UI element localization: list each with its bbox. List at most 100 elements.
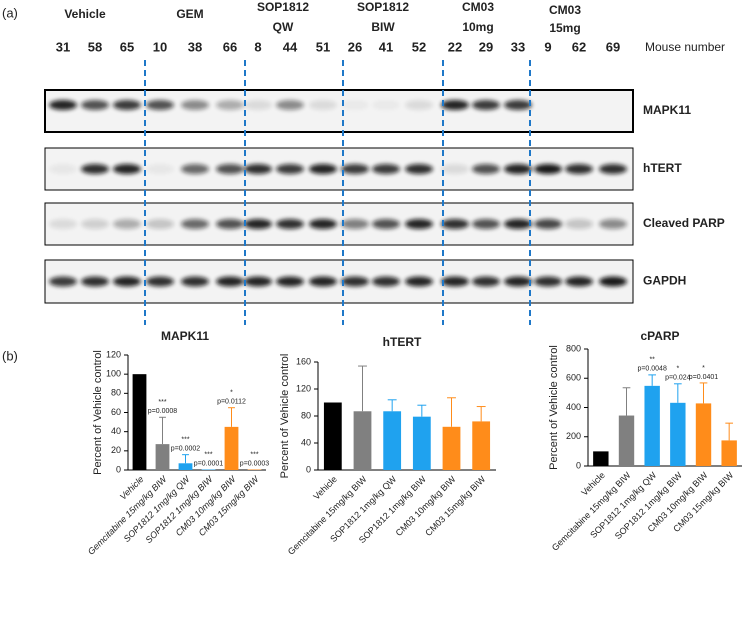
mouse-number: 51 bbox=[316, 39, 330, 54]
band bbox=[599, 276, 627, 287]
bar bbox=[224, 426, 239, 470]
chart-title: cPARP bbox=[640, 329, 679, 343]
band bbox=[276, 100, 304, 110]
band bbox=[341, 164, 369, 174]
band bbox=[244, 219, 272, 229]
band bbox=[441, 276, 469, 287]
bar bbox=[670, 402, 686, 466]
band bbox=[181, 164, 209, 174]
band bbox=[244, 276, 272, 287]
significance: *** bbox=[181, 437, 189, 444]
mouse-number: 33 bbox=[511, 39, 525, 54]
significance: * bbox=[702, 365, 705, 372]
row-label: Cleaved PARP bbox=[643, 216, 725, 230]
band bbox=[113, 219, 141, 229]
y-tick-label: 120 bbox=[296, 383, 311, 393]
error-bar bbox=[476, 406, 486, 422]
y-tick-label: 20 bbox=[111, 445, 121, 455]
y-tick-label: 0 bbox=[116, 464, 121, 474]
y-tick-label: 40 bbox=[301, 437, 311, 447]
band bbox=[181, 219, 209, 229]
significance: ** bbox=[649, 357, 655, 364]
band bbox=[309, 164, 337, 174]
band bbox=[599, 219, 627, 229]
bar bbox=[721, 440, 737, 466]
band bbox=[81, 219, 109, 229]
band bbox=[244, 164, 272, 174]
y-tick-label: 80 bbox=[301, 410, 311, 420]
p-value: p=0.0401 bbox=[689, 374, 718, 381]
band bbox=[472, 219, 500, 229]
band bbox=[441, 219, 469, 229]
mouse-number: 38 bbox=[188, 39, 202, 54]
bar bbox=[155, 444, 170, 470]
band bbox=[504, 219, 532, 229]
group-label: Vehicle bbox=[64, 7, 106, 21]
band bbox=[341, 276, 369, 287]
row-label: hTERT bbox=[643, 161, 682, 175]
band bbox=[181, 100, 209, 110]
y-axis-label: Percent of Vehicle control bbox=[548, 345, 560, 470]
band bbox=[244, 100, 272, 110]
error-bar bbox=[387, 399, 397, 412]
band bbox=[372, 276, 400, 287]
band bbox=[534, 276, 562, 287]
x-tick-label: CM03 15mg/kg BIW bbox=[423, 474, 487, 538]
mouse-number: 22 bbox=[448, 39, 462, 54]
group-label: 15mg bbox=[549, 21, 580, 35]
mouse-number: 69 bbox=[606, 39, 620, 54]
significance: * bbox=[676, 366, 679, 373]
error-bar bbox=[648, 374, 657, 386]
band bbox=[472, 164, 500, 174]
mouse-number: 9 bbox=[544, 39, 551, 54]
bar bbox=[178, 463, 193, 470]
bar bbox=[472, 421, 491, 470]
band bbox=[309, 276, 337, 287]
bar bbox=[593, 451, 609, 466]
p-value: p=0.0003 bbox=[240, 460, 269, 467]
band bbox=[504, 100, 532, 110]
bar bbox=[353, 411, 372, 470]
band bbox=[146, 164, 174, 174]
band bbox=[276, 164, 304, 174]
significance: *** bbox=[158, 399, 166, 406]
mouse-number: 66 bbox=[223, 39, 237, 54]
bar bbox=[442, 426, 461, 470]
mouse-number: 65 bbox=[120, 39, 134, 54]
bar bbox=[412, 416, 431, 470]
error-bar bbox=[622, 387, 631, 416]
band bbox=[113, 100, 141, 110]
mouse-number: 8 bbox=[254, 39, 261, 54]
band bbox=[49, 164, 77, 174]
row-label: GAPDH bbox=[643, 274, 686, 288]
blot-strip bbox=[44, 89, 634, 133]
band bbox=[504, 276, 532, 287]
error-bar bbox=[159, 416, 166, 445]
group-label: SOP1812 bbox=[257, 0, 309, 14]
band bbox=[405, 219, 433, 229]
bar bbox=[618, 415, 635, 466]
mouse-number-label: Mouse number bbox=[645, 40, 725, 54]
group-label: 10mg bbox=[462, 20, 493, 34]
mouse-number: 52 bbox=[412, 39, 426, 54]
band bbox=[216, 164, 244, 174]
band bbox=[216, 276, 244, 287]
error-bar bbox=[417, 404, 427, 417]
band bbox=[372, 219, 400, 229]
significance: *** bbox=[204, 451, 212, 458]
band bbox=[49, 219, 77, 229]
significance: *** bbox=[250, 451, 258, 458]
y-tick-label: 200 bbox=[566, 431, 581, 441]
chart-title: hTERT bbox=[383, 335, 422, 349]
mouse-number: 62 bbox=[572, 39, 586, 54]
group-label: QW bbox=[273, 20, 294, 34]
band bbox=[372, 100, 400, 110]
group-label: CM03 bbox=[462, 0, 494, 14]
band bbox=[341, 219, 369, 229]
group-label: SOP1812 bbox=[357, 0, 409, 14]
band bbox=[441, 164, 469, 174]
band bbox=[534, 219, 562, 229]
band bbox=[216, 219, 244, 229]
band bbox=[216, 100, 244, 110]
